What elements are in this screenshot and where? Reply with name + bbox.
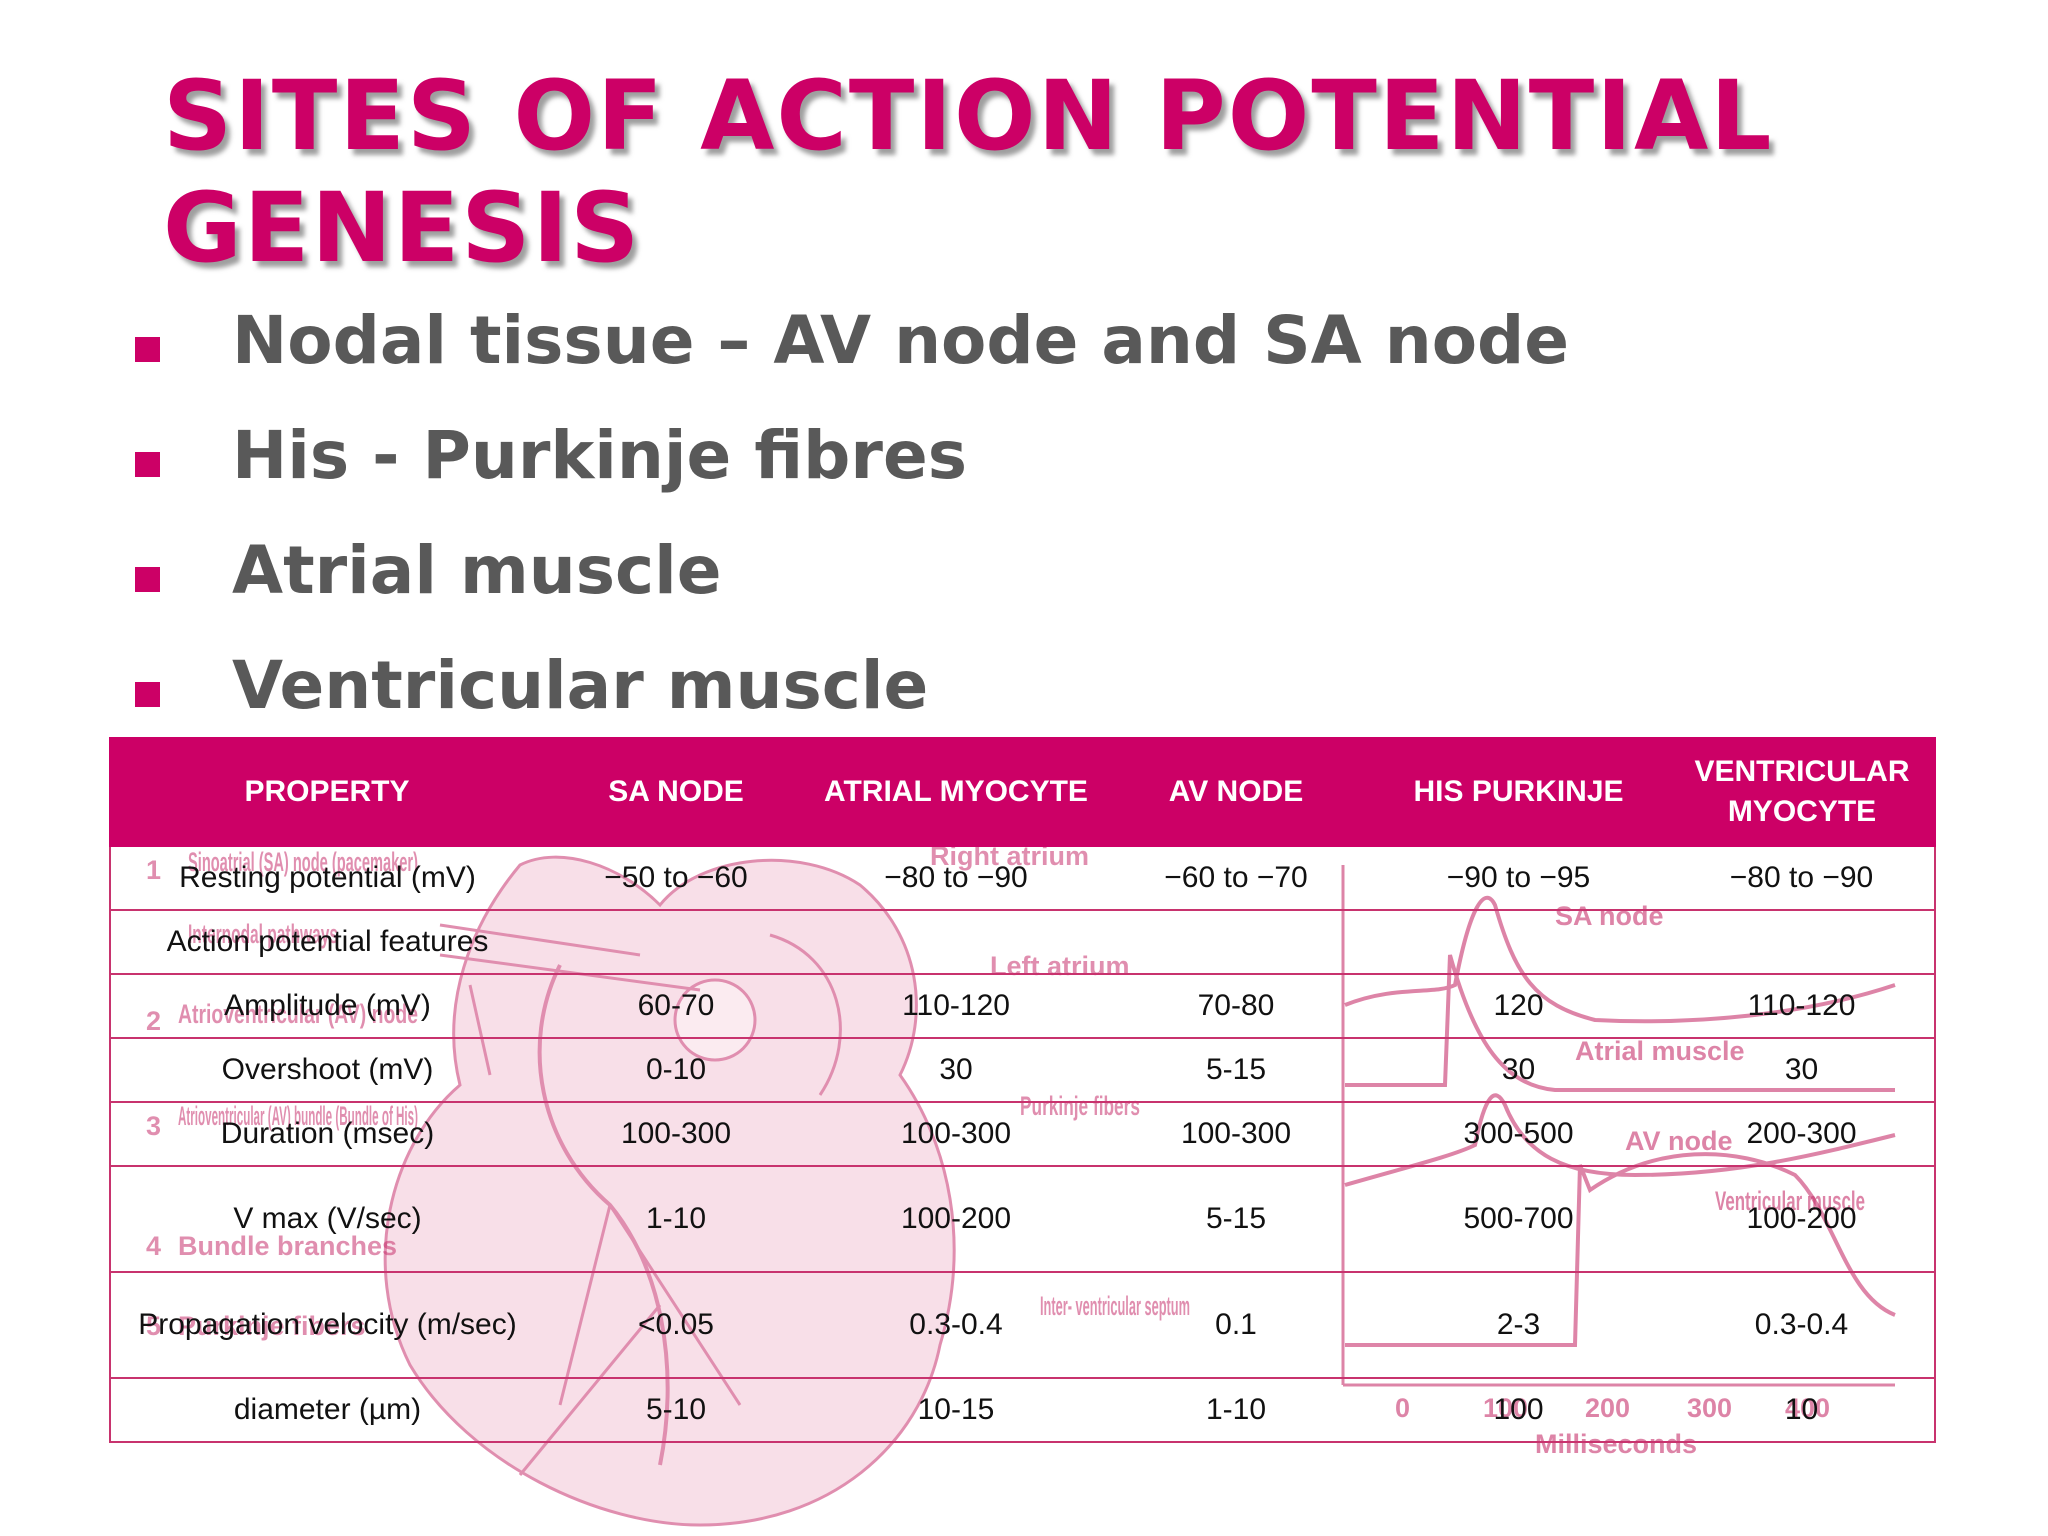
bullet-list: Nodal tissue – AV node and SA node His -… xyxy=(135,295,1735,755)
table-cell: 30 xyxy=(1368,1037,1669,1103)
table-cell: 100-300 xyxy=(544,1101,808,1167)
table-cell: Resting potential (mV) xyxy=(109,845,544,911)
table-cell: V max (V/sec) xyxy=(109,1165,544,1273)
bullet-item: His - Purkinje fibres xyxy=(135,410,1735,525)
table-cell: −80 to −90 xyxy=(808,845,1104,911)
table-cell: 100 xyxy=(1368,1377,1669,1443)
table-row: Amplitude (mV) 60-70 110-120 70-80 120 1… xyxy=(109,973,1936,1039)
table-cell: 500-700 xyxy=(1368,1165,1669,1273)
bullet-text: His - Purkinje fibres xyxy=(232,417,968,494)
table-row: Overshoot (mV) 0-10 30 5-15 30 30 xyxy=(109,1037,1936,1103)
table-cell: 10-15 xyxy=(808,1377,1104,1443)
bullet-square-icon xyxy=(135,452,160,477)
table-cell: 0.3-0.4 xyxy=(1669,1271,1936,1379)
table-header-row: PROPERTY SA NODE ATRIAL MYOCYTE AV NODE … xyxy=(109,737,1936,847)
column-header: VENTRICULAR MYOCYTE xyxy=(1668,737,1936,847)
table-row: Action potential features xyxy=(109,909,1936,975)
table-cell xyxy=(1669,909,1936,975)
column-header: SA NODE xyxy=(543,737,809,847)
table-cell: −60 to −70 xyxy=(1104,845,1368,911)
table-cell: 0.1 xyxy=(1104,1271,1368,1379)
table-row: V max (V/sec) 1-10 100-200 5-15 500-700 … xyxy=(109,1165,1936,1273)
bullet-text: Nodal tissue – AV node and SA node xyxy=(232,302,1570,379)
bullet-item: Nodal tissue – AV node and SA node xyxy=(135,295,1735,410)
table-cell: 2-3 xyxy=(1368,1271,1669,1379)
table-cell: 1-10 xyxy=(1104,1377,1368,1443)
table-cell: 100-300 xyxy=(808,1101,1104,1167)
table-cell xyxy=(1104,909,1368,975)
title-line-2: GENESIS xyxy=(163,172,642,284)
slide-title: SITES OF ACTION POTENTIAL GENESIS xyxy=(163,60,1963,284)
bullet-item: Ventricular muscle xyxy=(135,640,1735,755)
table-cell: diameter (µm) xyxy=(109,1377,544,1443)
table-cell: 200-300 xyxy=(1669,1101,1936,1167)
table-cell: 100-300 xyxy=(1104,1101,1368,1167)
table-cell: Action potential features xyxy=(109,909,544,975)
table-cell: Duration (msec) xyxy=(109,1101,544,1167)
column-header: PROPERTY xyxy=(109,737,545,847)
table-cell: 5-15 xyxy=(1104,1165,1368,1273)
bullet-square-icon xyxy=(135,682,160,707)
table-cell: Amplitude (mV) xyxy=(109,973,544,1039)
bullet-square-icon xyxy=(135,337,160,362)
table-cell xyxy=(544,909,808,975)
table-cell: 100-200 xyxy=(808,1165,1104,1273)
bullet-text: Ventricular muscle xyxy=(232,647,929,724)
table-cell: 5-15 xyxy=(1104,1037,1368,1103)
column-header: AV NODE xyxy=(1103,737,1369,847)
table-cell: 0-10 xyxy=(544,1037,808,1103)
table-cell xyxy=(808,909,1104,975)
table-cell: <0.05 xyxy=(544,1271,808,1379)
bullet-text: Atrial muscle xyxy=(232,532,722,609)
table-cell: 1-10 xyxy=(544,1165,808,1273)
title-line-1: SITES OF ACTION POTENTIAL xyxy=(163,60,1774,172)
table-cell: 30 xyxy=(1669,1037,1936,1103)
table-row: Duration (msec) 100-300 100-300 100-300 … xyxy=(109,1101,1936,1167)
table-cell: 0.3-0.4 xyxy=(808,1271,1104,1379)
table-cell: −90 to −95 xyxy=(1368,845,1669,911)
table-cell: 120 xyxy=(1368,973,1669,1039)
table-row: diameter (µm) 5-10 10-15 1-10 100 10 xyxy=(109,1377,1936,1443)
table-cell: −50 to −60 xyxy=(544,845,808,911)
table-cell: Overshoot (mV) xyxy=(109,1037,544,1103)
table-row: Propagation velocity (m/sec) <0.05 0.3-0… xyxy=(109,1271,1936,1379)
table-cell: −80 to −90 xyxy=(1669,845,1936,911)
column-header: ATRIAL MYOCYTE xyxy=(807,737,1105,847)
table-row: Resting potential (mV) −50 to −60 −80 to… xyxy=(109,845,1936,911)
table-cell: 60-70 xyxy=(544,973,808,1039)
table-cell: 70-80 xyxy=(1104,973,1368,1039)
table-cell: Propagation velocity (m/sec) xyxy=(109,1271,544,1379)
table-cell: 100-200 xyxy=(1669,1165,1936,1273)
table-cell: 300-500 xyxy=(1368,1101,1669,1167)
bullet-item: Atrial muscle xyxy=(135,525,1735,640)
column-header: HIS PURKINJE xyxy=(1367,737,1670,847)
table-cell: 110-120 xyxy=(808,973,1104,1039)
bullet-square-icon xyxy=(135,567,160,592)
table-cell xyxy=(1368,909,1669,975)
table-cell: 5-10 xyxy=(544,1377,808,1443)
table-cell: 30 xyxy=(808,1037,1104,1103)
table-cell: 10 xyxy=(1669,1377,1936,1443)
properties-table: PROPERTY SA NODE ATRIAL MYOCYTE AV NODE … xyxy=(109,737,1936,1443)
table-cell: 110-120 xyxy=(1669,973,1936,1039)
